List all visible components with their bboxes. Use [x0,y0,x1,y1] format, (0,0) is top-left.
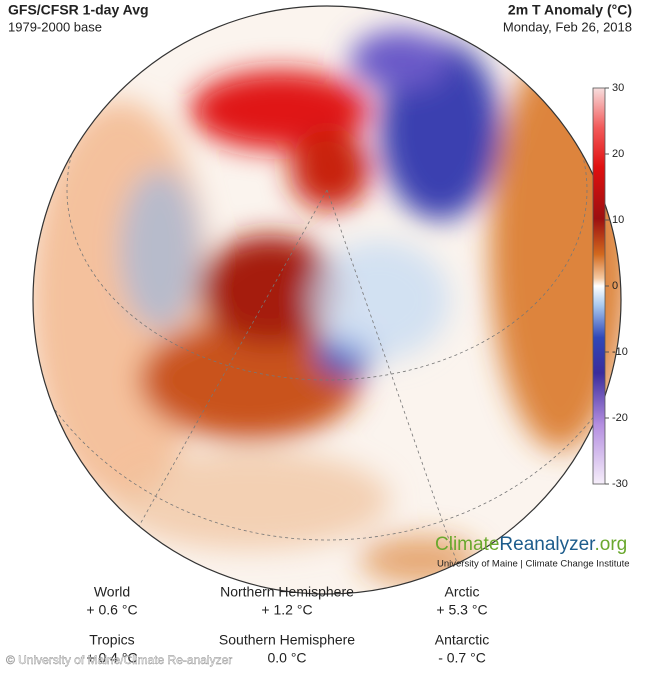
region-name: World [94,584,130,600]
region-value: + 5.3 °C [436,602,487,618]
date: Monday, Feb 26, 2018 [503,19,632,34]
logo-part: Reanalyzer [499,534,596,555]
region-value: 0.0 °C [267,650,306,666]
region-value: - 0.7 °C [438,650,486,666]
region-name: Antarctic [435,632,489,648]
colorbar-tick-label: -30 [612,478,628,490]
region-value: + 0.6 °C [86,602,137,618]
colorbar-tick-label: 20 [612,148,624,160]
variable-title: 2m T Anomaly (°C) [508,2,632,18]
region-value: + 1.2 °C [261,602,312,618]
map-title: GFS/CFSR 1-day Avg [8,2,149,18]
colorbar-tick-label: -10 [612,346,628,358]
stats: World + 0.6 °C Northern Hemisphere + 1.2 °C… [86,584,489,666]
globe-map [32,5,622,595]
logo-part: Climate [435,534,499,555]
colorbar-tick-label: -20 [612,412,628,424]
logo: ClimateReanalyzer.org [435,534,627,555]
region-name: Tropics [89,632,134,648]
affiliation: University of Maine | Climate Change Ins… [437,559,630,570]
watermark: © University of Maine/Climate Re-analyze… [6,653,232,667]
colorbar-tick-label: 10 [612,214,624,226]
region-name: Northern Hemisphere [220,584,354,600]
region-name: Southern Hemisphere [219,632,355,648]
logo-part: .org [594,534,627,555]
colorbar-tick-label: 30 [612,82,624,94]
colorbar-ticks: 30 20 10 0 -10 -20 -30 [605,82,628,490]
map-subtitle: 1979-2000 base [8,19,102,34]
region-value: + 0.4 °C [86,650,137,666]
colorbar-tick-label: 0 [612,280,618,292]
region-name: Arctic [445,584,480,600]
colorbar [592,87,606,485]
